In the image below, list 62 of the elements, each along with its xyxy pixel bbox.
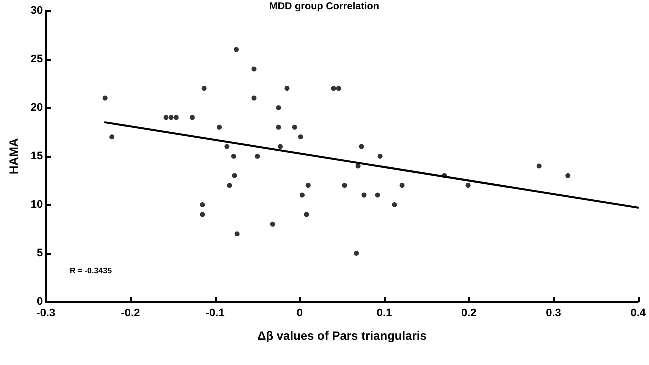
y-tick-label: 0 <box>37 296 44 308</box>
point <box>342 183 348 188</box>
x-tick-label: -0.2 <box>121 308 140 320</box>
point <box>102 96 108 101</box>
x-tick-label: 0.1 <box>376 308 392 320</box>
point <box>362 192 367 198</box>
point <box>270 222 276 227</box>
point <box>304 212 310 218</box>
chart-title: MDD group Correlation <box>270 2 380 12</box>
point <box>331 86 336 92</box>
point <box>392 202 398 208</box>
point <box>566 173 571 178</box>
x-tick-label: -0.1 <box>206 308 225 320</box>
point <box>306 183 311 188</box>
point <box>234 47 239 52</box>
point <box>300 192 305 198</box>
point <box>168 115 174 120</box>
point <box>375 192 380 198</box>
point <box>164 115 169 120</box>
point <box>217 124 222 130</box>
point <box>400 183 405 188</box>
point <box>466 183 471 188</box>
point <box>378 154 383 159</box>
point <box>336 86 342 92</box>
x-tick-label: 0.3 <box>546 308 562 320</box>
x-tick-label: 0 <box>296 308 304 320</box>
annotation: R = -0.3435 <box>70 266 113 276</box>
point <box>284 86 290 92</box>
point <box>110 134 115 140</box>
y-axis-title: HAMA <box>7 138 21 174</box>
y-tick-label: 20 <box>30 102 44 114</box>
point <box>227 183 232 188</box>
point <box>354 251 360 256</box>
point <box>202 86 207 92</box>
point <box>252 66 257 72</box>
point <box>200 202 206 208</box>
point <box>234 232 240 237</box>
point <box>174 115 179 120</box>
point <box>224 144 230 150</box>
y-tick-label: 25 <box>30 54 44 66</box>
point <box>255 154 260 159</box>
x-tick-label: -0.3 <box>36 308 56 320</box>
point <box>232 173 238 178</box>
point <box>190 115 195 120</box>
x-tick-label: 0.4 <box>630 308 647 320</box>
point <box>356 164 361 169</box>
x-axis-title: Δβ values of Pars triangularis <box>258 329 428 343</box>
point <box>276 124 282 130</box>
point <box>231 154 236 159</box>
y-tick-label: 10 <box>30 199 44 211</box>
y-tick-label: 5 <box>37 248 44 260</box>
x-tick-label: 0.2 <box>462 308 477 320</box>
y-tick-label: 15 <box>30 150 44 162</box>
point <box>200 212 206 218</box>
point <box>292 124 298 130</box>
point <box>359 144 364 150</box>
point <box>298 134 304 140</box>
y-tick-label: 30 <box>30 5 44 17</box>
point <box>536 164 542 169</box>
point <box>278 144 283 150</box>
point <box>276 106 282 110</box>
point <box>252 96 257 101</box>
